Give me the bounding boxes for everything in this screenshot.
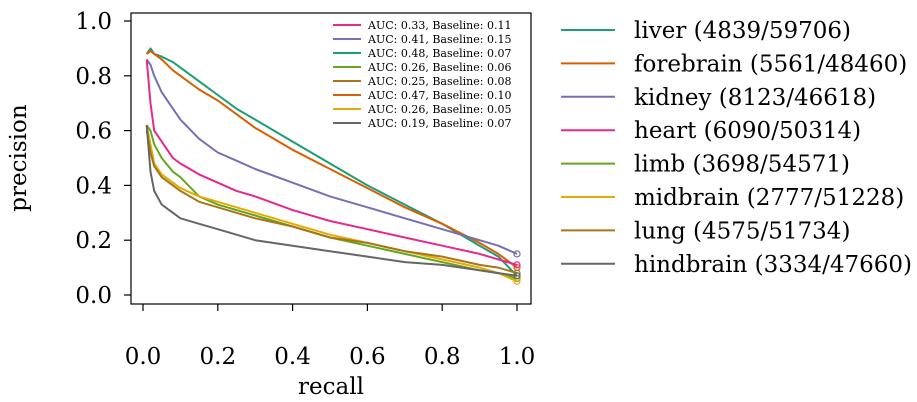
x-tick-label: 0.0 [125,344,162,370]
legend-label: liver (4839/59706) [634,18,851,44]
y-tick-label: 0.4 [75,173,112,199]
y-tick-label: 0.0 [75,283,112,309]
series-lines [145,47,521,285]
x-tick-label: 1.0 [499,344,536,370]
auc-legend-label: AUC: 0.47, Baseline: 0.10 [367,89,511,102]
x-tick-label: 0.6 [349,344,386,370]
series-end-marker-2 [513,250,521,258]
x-tick-label: 0.4 [274,344,311,370]
y-tick-label: 0.8 [75,64,112,90]
y-tick-label: 0.6 [75,119,112,145]
auc-legend-label: AUC: 0.48, Baseline: 0.07 [367,47,511,60]
legend-label: forebrain (5561/48460) [634,51,907,77]
series-end-marker-7 [513,272,521,280]
auc-legend-label: AUC: 0.25, Baseline: 0.08 [367,75,511,88]
x-tick-label: 0.2 [200,344,237,370]
series-line-3 [145,59,518,266]
legend-label: lung (4575/51734) [634,218,850,244]
y-tick-label: 0.2 [75,228,112,254]
series-line-1 [146,50,518,269]
series-end-marker-3 [513,261,521,269]
legend-label: heart (6090/50314) [634,118,861,144]
series-line-4 [145,124,518,280]
legend-label: hindbrain (3334/47660) [634,252,912,278]
series-line-5 [145,124,518,283]
auc-legend-label: AUC: 0.33, Baseline: 0.11 [367,19,511,32]
series-line-2 [145,58,518,255]
series-line-6 [145,130,518,275]
series-line-7 [145,125,518,277]
auc-legend-label: AUC: 0.41, Baseline: 0.15 [367,33,511,46]
x-tick-label: 0.8 [424,344,461,370]
axis-ticks: 0.0 0.2 0.4 0.6 0.8 1.0 0.0 0.2 0.4 0.6 0.8 1.0 [75,9,535,370]
series-end-marker-6 [513,269,521,277]
plot-frame [130,12,532,305]
legend-label: limb (3698/54571) [634,152,850,178]
legend-label: midbrain (2777/51228) [634,185,904,211]
legend-label: kidney (8123/46618) [634,85,876,111]
auc-legend-label: AUC: 0.19, Baseline: 0.07 [367,117,511,130]
y-tick-label: 1.0 [75,9,112,35]
y-axis-title: precision [6,104,32,212]
series-legend: liver (4839/59706) forebrain (5561/48460)… [561,18,912,278]
x-axis-title: recall [298,374,364,400]
plot-area [130,12,532,305]
auc-legend-label: AUC: 0.26, Baseline: 0.05 [367,103,511,116]
auc-legend-label: AUC: 0.26, Baseline: 0.06 [367,61,511,74]
